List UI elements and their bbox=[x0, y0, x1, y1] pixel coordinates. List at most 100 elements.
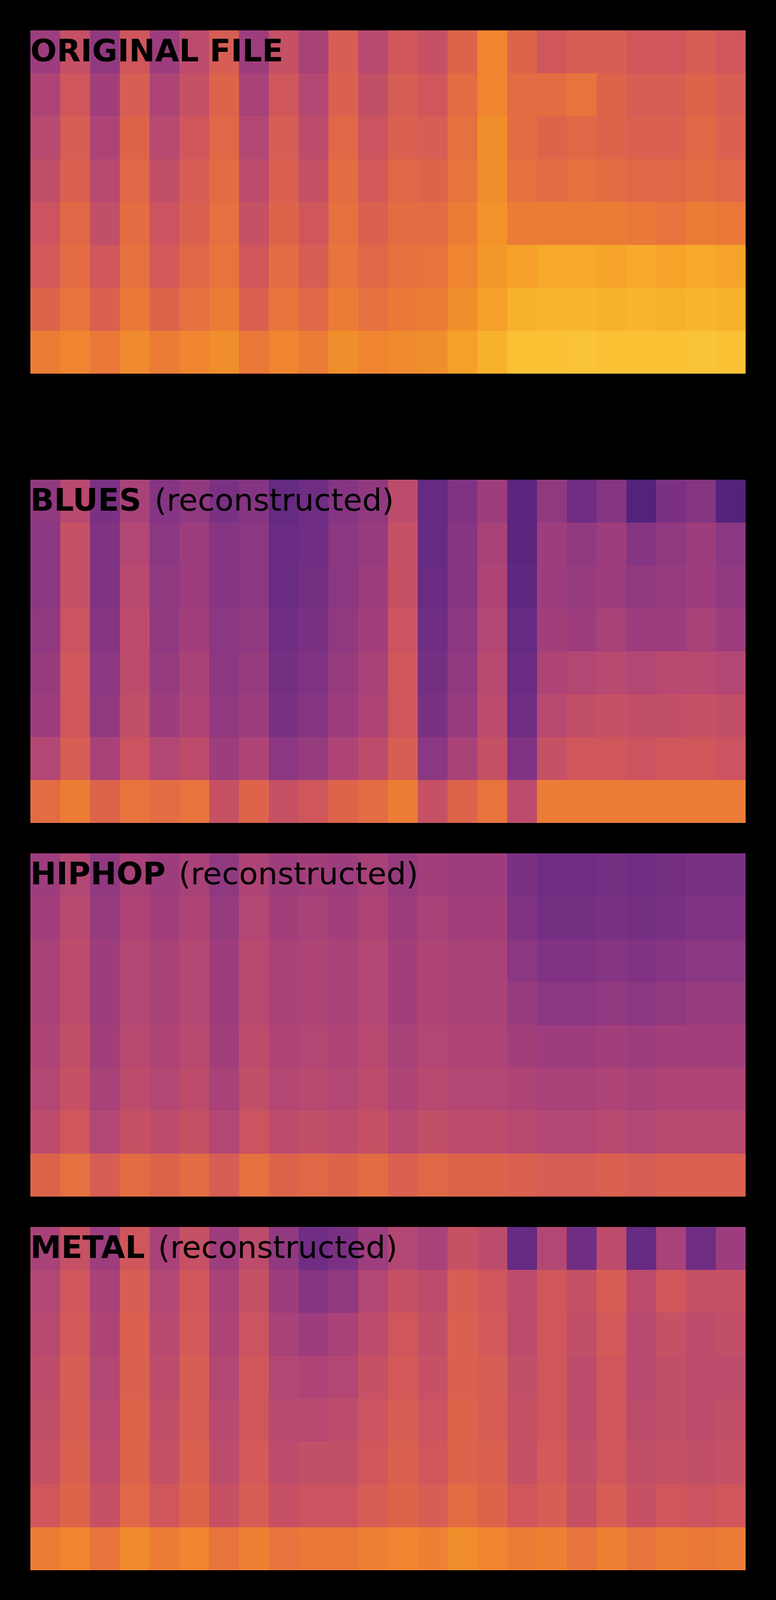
heatmap-cell bbox=[119, 330, 151, 374]
heatmap-cell bbox=[566, 565, 598, 610]
heatmap-cell bbox=[566, 479, 598, 524]
heatmap-cell bbox=[328, 1110, 359, 1155]
heatmap-cell bbox=[298, 1025, 329, 1069]
heatmap-cell bbox=[30, 651, 61, 695]
heatmap-cell bbox=[179, 780, 210, 824]
heatmap-cell bbox=[328, 982, 359, 1026]
heatmap-cell bbox=[656, 1153, 687, 1197]
heatmap-cell bbox=[686, 479, 717, 524]
heatmap-cell bbox=[507, 896, 538, 940]
heatmap-cell bbox=[358, 737, 389, 781]
heatmap-cell bbox=[298, 896, 329, 940]
heatmap-cell bbox=[417, 896, 449, 940]
heatmap-cell bbox=[477, 1025, 508, 1069]
heatmap-cell bbox=[149, 1068, 180, 1112]
heatmap-cell bbox=[477, 780, 508, 824]
heatmap-cell bbox=[656, 1270, 687, 1314]
heatmap-cell bbox=[417, 1068, 449, 1112]
heatmap-cell bbox=[686, 1313, 717, 1357]
heatmap-cell bbox=[179, 1068, 210, 1112]
heatmap-cell bbox=[149, 1025, 180, 1069]
heatmap-cell bbox=[298, 287, 329, 332]
heatmap-cell bbox=[149, 780, 180, 824]
heatmap-cell bbox=[566, 287, 598, 332]
heatmap-cell bbox=[119, 780, 151, 824]
heatmap-cell bbox=[447, 159, 478, 203]
heatmap-cell bbox=[119, 1355, 151, 1400]
heatmap-cell bbox=[60, 737, 91, 781]
heatmap-cell bbox=[119, 287, 151, 332]
heatmap-cell bbox=[447, 1313, 478, 1357]
spectrogram bbox=[30, 479, 746, 824]
heatmap-cell bbox=[626, 159, 657, 203]
heatmap-cell bbox=[358, 694, 389, 738]
heatmap-cell bbox=[566, 1441, 598, 1486]
heatmap-cell bbox=[89, 608, 121, 653]
heatmap-cell bbox=[30, 202, 61, 246]
heatmap-cell bbox=[358, 896, 389, 940]
heatmap-cell bbox=[626, 853, 657, 897]
heatmap-cell bbox=[268, 522, 300, 567]
panel-title: METAL(reconstructed) bbox=[30, 1229, 398, 1266]
heatmap-cell bbox=[447, 939, 478, 983]
heatmap-cell bbox=[566, 73, 598, 117]
heatmap-cell bbox=[447, 651, 478, 695]
heatmap-cell bbox=[417, 565, 449, 610]
heatmap-cell bbox=[328, 116, 359, 160]
heatmap-cell bbox=[89, 1153, 121, 1197]
heatmap-cell bbox=[507, 30, 538, 74]
heatmap-cell bbox=[417, 982, 449, 1026]
heatmap-cell bbox=[328, 287, 359, 332]
heatmap-cell bbox=[447, 982, 478, 1026]
heatmap-cell bbox=[417, 853, 449, 897]
heatmap-cell bbox=[626, 939, 657, 983]
heatmap-cell bbox=[656, 982, 687, 1026]
heatmap-cell bbox=[537, 202, 568, 246]
heatmap-cell bbox=[268, 1441, 300, 1486]
heatmap-cell bbox=[209, 330, 240, 374]
heatmap-cell bbox=[119, 1527, 151, 1571]
heatmap-cell bbox=[715, 982, 746, 1026]
heatmap-cell bbox=[238, 159, 270, 203]
heatmap-cell bbox=[209, 896, 240, 940]
heatmap-cell bbox=[179, 522, 210, 567]
heatmap-cell bbox=[89, 1313, 121, 1357]
heatmap-cell bbox=[209, 1110, 240, 1155]
heatmap-cell bbox=[268, 287, 300, 332]
heatmap-cell bbox=[507, 522, 538, 567]
heatmap-cell bbox=[209, 1068, 240, 1112]
heatmap-cell bbox=[298, 30, 329, 74]
heatmap-cell bbox=[268, 330, 300, 374]
heatmap-cell bbox=[596, 1153, 627, 1197]
heatmap-cell bbox=[507, 651, 538, 695]
heatmap-cell bbox=[686, 853, 717, 897]
heatmap-cell bbox=[238, 1153, 270, 1197]
heatmap-cell bbox=[89, 694, 121, 738]
heatmap-cell bbox=[89, 522, 121, 567]
heatmap-cell bbox=[477, 159, 508, 203]
heatmap-cell bbox=[298, 1484, 329, 1529]
heatmap-cell bbox=[119, 694, 151, 738]
heatmap-cell bbox=[447, 330, 478, 374]
heatmap-cell bbox=[298, 694, 329, 738]
heatmap-cell bbox=[626, 694, 657, 738]
heatmap-cell bbox=[388, 1398, 419, 1443]
heatmap-cell bbox=[626, 1227, 657, 1271]
heatmap-cell bbox=[388, 737, 419, 781]
panel-title-main: METAL bbox=[30, 1229, 145, 1266]
heatmap-cell bbox=[328, 1355, 359, 1400]
heatmap-cell bbox=[388, 939, 419, 983]
heatmap-cell bbox=[596, 159, 627, 203]
heatmap-cell bbox=[537, 939, 568, 983]
heatmap-cell bbox=[626, 737, 657, 781]
heatmap-cell bbox=[596, 479, 627, 524]
heatmap-cell bbox=[238, 896, 270, 940]
heatmap-cell bbox=[447, 244, 478, 289]
heatmap-cell bbox=[358, 522, 389, 567]
heatmap-cell bbox=[596, 73, 627, 117]
heatmap-cell bbox=[388, 1110, 419, 1155]
heatmap-cell bbox=[656, 1025, 687, 1069]
heatmap-cell bbox=[238, 651, 270, 695]
heatmap-cell bbox=[417, 159, 449, 203]
heatmap-cell bbox=[477, 1110, 508, 1155]
